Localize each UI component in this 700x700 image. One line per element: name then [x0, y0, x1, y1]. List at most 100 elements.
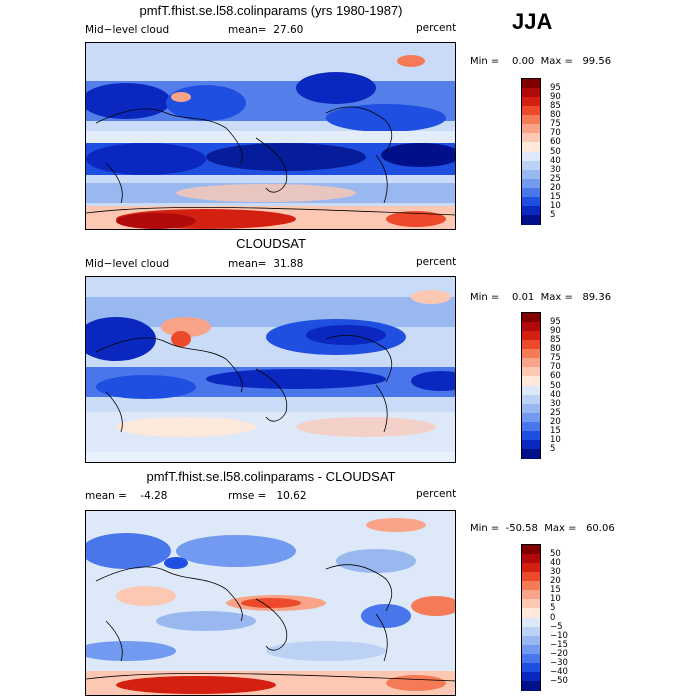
colorbar-swatch — [522, 187, 540, 198]
season-label: JJA — [512, 9, 553, 34]
colorbar-swatch — [522, 644, 540, 655]
colorbar-tick-label: −40 — [550, 666, 568, 677]
colorbar-tick-label: 40 — [550, 389, 561, 400]
colorbar-swatch — [522, 590, 540, 601]
colorbar-swatch — [522, 214, 540, 225]
colorbar-swatch — [522, 376, 540, 387]
panel-3-rmse-label: rmse = — [228, 490, 267, 502]
colorbar-tick-label: 25 — [550, 407, 561, 418]
panel-2-max-label: Max = — [540, 292, 573, 303]
colorbar-tick-label: 40 — [550, 558, 561, 569]
colorbar-swatch — [522, 572, 540, 583]
colorbar-tick-label: 20 — [550, 182, 561, 193]
colorbar-tick-label: 75 — [550, 119, 561, 130]
colorbar-tick-label: −30 — [550, 657, 568, 668]
colorbar-swatch — [522, 563, 540, 574]
colorbar-swatch — [522, 106, 540, 117]
colorbar-swatch — [522, 322, 540, 333]
colorbar-swatch — [522, 124, 540, 135]
panel-2-map — [85, 276, 456, 463]
colorbar-tick-label: 50 — [550, 380, 561, 391]
colorbar-tick-label: 5 — [550, 603, 556, 614]
colorbar-tick-label: 60 — [550, 371, 561, 382]
colorbar-swatch — [522, 608, 540, 619]
colorbar-swatch — [522, 133, 540, 144]
colorbar-swatch — [522, 313, 540, 323]
colorbar-swatch — [522, 635, 540, 646]
panel-1-colorbar — [521, 78, 541, 225]
panel-1-min-value: 0.00 — [512, 56, 535, 67]
colorbar-swatch — [522, 662, 540, 673]
colorbar-swatch — [522, 545, 540, 555]
colorbar-tick-label: 5 — [550, 443, 556, 454]
panel-3-title: pmfT.fhist.se.l58.colinparams - CLOUDSAT — [146, 469, 396, 484]
colorbar-tick-label: 50 — [550, 146, 561, 157]
panel-1-units: percent — [416, 22, 457, 34]
colorbar-swatch — [522, 142, 540, 153]
colorbar-tick-label: 90 — [550, 92, 561, 103]
panel-2-mean: mean= 31.88 — [228, 258, 303, 270]
colorbar-swatch — [522, 340, 540, 351]
panel-3-map — [85, 510, 456, 696]
panel-1-variable-label: Mid−level cloud — [85, 24, 170, 36]
panel-2-max-value: 89.36 — [582, 292, 612, 303]
colorbar-tick-label: 30 — [550, 567, 561, 578]
panel-3-mean-label: mean = — [85, 490, 127, 502]
colorbar-tick-label: 90 — [550, 326, 561, 337]
colorbar-tick-label: 70 — [550, 128, 561, 139]
colorbar-swatch — [522, 385, 540, 396]
colorbar-tick-label: 20 — [550, 576, 561, 587]
colorbar-tick-label: 40 — [550, 155, 561, 166]
panel-1-map — [85, 42, 456, 230]
panel-2-minmax: Min = 0.01 Max = 89.36 — [470, 292, 611, 303]
colorbar-swatch — [522, 358, 540, 369]
colorbar-swatch — [522, 680, 540, 691]
colorbar-swatch — [522, 205, 540, 216]
colorbar-tick-label: 75 — [550, 353, 561, 364]
colorbar-tick-label: 30 — [550, 164, 561, 175]
panel-1-max-value: 99.56 — [582, 56, 612, 67]
colorbar-tick-label: 10 — [550, 434, 561, 445]
colorbar-tick-label: 10 — [550, 594, 561, 605]
colorbar-tick-label: 85 — [550, 101, 561, 112]
colorbar-tick-label: 0 — [550, 612, 556, 623]
panel-3-colorbar — [521, 544, 541, 691]
colorbar-tick-label: 95 — [550, 317, 561, 328]
colorbar-swatch — [522, 151, 540, 162]
colorbar-swatch — [522, 169, 540, 180]
colorbar-tick-label: 15 — [550, 585, 561, 596]
colorbar-swatch — [522, 554, 540, 565]
colorbar-swatch — [522, 97, 540, 108]
colorbar-swatch — [522, 160, 540, 171]
colorbar-swatch — [522, 88, 540, 99]
panel-3-max-label: Max = — [544, 523, 577, 534]
colorbar-tick-label: 10 — [550, 200, 561, 211]
colorbar-swatch — [522, 115, 540, 126]
colorbar-swatch — [522, 439, 540, 450]
panel-2-min-label: Min = — [470, 292, 500, 303]
colorbar-tick-label: 30 — [550, 398, 561, 409]
colorbar-swatch — [522, 430, 540, 441]
panel-2-min-value: 0.01 — [512, 292, 535, 303]
colorbar-swatch — [522, 79, 540, 89]
panel-1-max-label: Max = — [540, 56, 573, 67]
colorbar-swatch — [522, 403, 540, 414]
colorbar-tick-label: 15 — [550, 425, 561, 436]
panel-2-title: CLOUDSAT — [236, 236, 306, 251]
panel-3-minmax: Min = -50.58 Max = 60.06 — [470, 523, 615, 534]
colorbar-tick-label: 80 — [550, 110, 561, 121]
colorbar-swatch — [522, 394, 540, 405]
colorbar-swatch — [522, 421, 540, 432]
colorbar-tick-label: 80 — [550, 344, 561, 355]
panel-3-mean-value: -4.28 — [140, 490, 168, 502]
colorbar-tick-label: 25 — [550, 173, 561, 184]
panel-1-mean-label: mean= — [228, 24, 267, 36]
colorbar-tick-label: 95 — [550, 83, 561, 94]
colorbar-swatch — [522, 581, 540, 592]
panel-2-units: percent — [416, 256, 457, 268]
colorbar-tick-label: −5 — [550, 621, 563, 632]
colorbar-swatch — [522, 599, 540, 610]
panel-2-colorbar — [521, 312, 541, 459]
panel-1-mean-value: 27.60 — [273, 24, 304, 36]
panel-3-min-label: Min = — [470, 523, 500, 534]
